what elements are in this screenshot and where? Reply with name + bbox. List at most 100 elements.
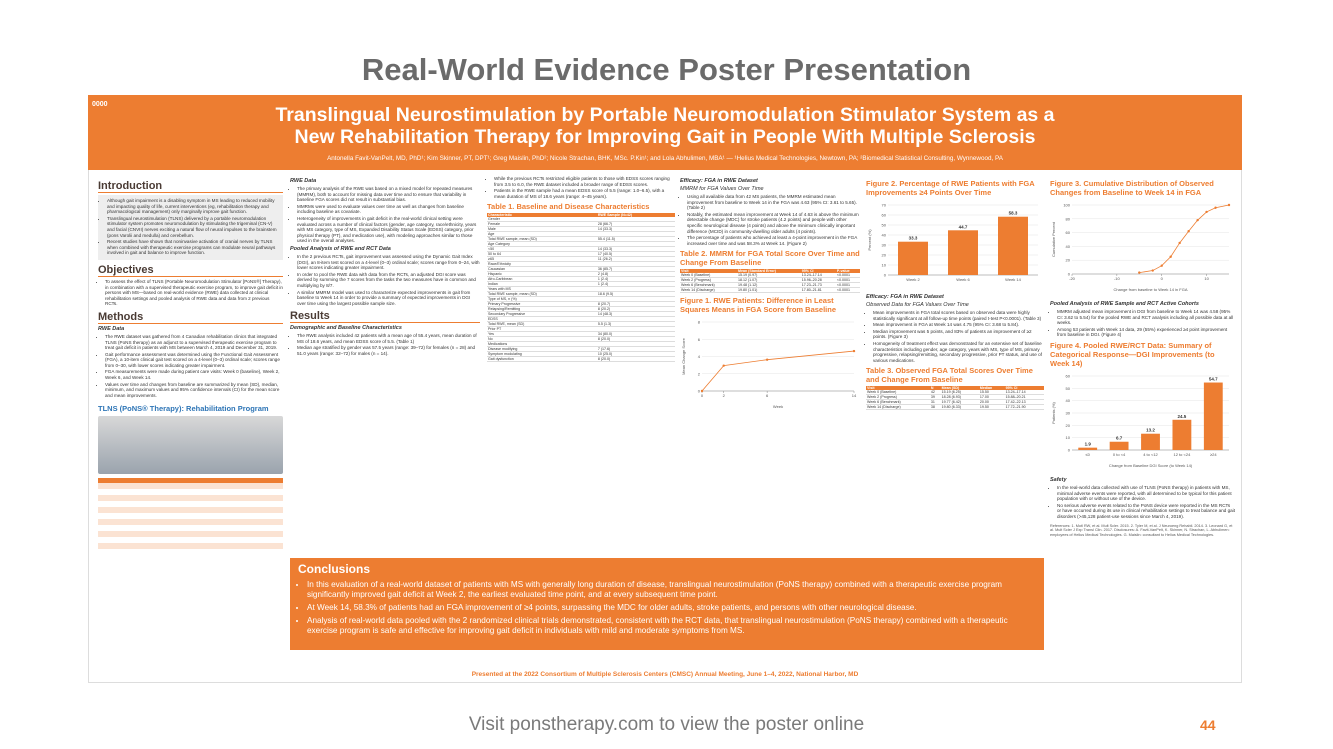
x-axis-label: Change from Baseline DGI Score (to Week … xyxy=(1109,463,1193,468)
y-tick-label: 6 xyxy=(698,337,701,342)
bullet: Analysis of real-world data pooled with … xyxy=(307,616,1036,636)
value-label: 13.2 xyxy=(1146,428,1155,433)
cell: 5.5 (1.3) xyxy=(596,321,675,328)
cell: Total RWE, mean (SD) xyxy=(487,321,597,328)
figure-title: Figure 2. Percentage of RWE Patients wit… xyxy=(866,179,1035,197)
bar xyxy=(1078,447,1098,450)
program-table xyxy=(98,478,283,554)
column: Figure 2. Percentage of RWE Patients wit… xyxy=(866,176,1044,411)
x-tick-label: -10 xyxy=(1114,276,1121,281)
bullet: Although gait impairment is a disabling … xyxy=(107,198,281,215)
bullet: MMRMs were used to evaluate values over … xyxy=(297,204,480,215)
cell: 39 xyxy=(929,394,941,401)
row: Disease modifying 7 (17.6) xyxy=(487,346,675,353)
bullet: The primary analysis of the RWE was base… xyxy=(297,186,480,203)
cell: EDSS xyxy=(487,316,597,323)
bullet: Median improvement was 5 points, and 83%… xyxy=(873,329,1044,340)
cell: Week 6 (Benchmark) xyxy=(866,399,930,406)
subheading: RWE Data xyxy=(290,178,317,184)
subheading: MMRM for FGA Values Over Time xyxy=(680,186,764,192)
cell: Race/Ethnicity xyxy=(487,261,597,268)
value-label: 33.3 xyxy=(909,236,918,241)
value-label: 1.9 xyxy=(1085,442,1092,447)
bullet: In this evaluation of a real-world datas… xyxy=(307,580,1036,600)
title-line: Translingual Neurostimulation by Portabl… xyxy=(275,104,1055,126)
cell: Week 6 (Benchmark) xyxy=(680,282,737,289)
y-axis-label: Mean Change Score xyxy=(681,338,686,375)
cell: 34 (80.0) xyxy=(596,331,675,338)
heading: Introduction xyxy=(98,180,283,193)
row: No 8 (20.0) xyxy=(487,336,675,343)
y-tick-label: 50 xyxy=(882,223,887,228)
bullet: In the 2 previous RCTs, gait improvement… xyxy=(297,254,480,271)
cell: <0.0001 xyxy=(835,287,860,294)
cell: Yes xyxy=(487,331,597,338)
row: ≥65 11 (26.2) xyxy=(487,256,675,263)
row: Week 2 (Progress) 39 18.28 (6.93) 17.00 15.8… xyxy=(866,394,1044,401)
cell: Week 2 (Progress) xyxy=(680,277,737,284)
bullet: Notably, the estimated mean improvement … xyxy=(687,212,860,234)
cell: 8 (20.0) xyxy=(596,356,675,363)
y-tick-label: 10 xyxy=(882,263,887,268)
cell: 19.50 xyxy=(978,404,1005,411)
bullet: No serious adverse events related to the… xyxy=(1057,503,1235,520)
bullet: MMRM adjusted mean improvement in DGI fr… xyxy=(1057,309,1235,326)
point xyxy=(1227,203,1231,207)
cell: 28 (66.7) xyxy=(596,221,675,228)
point xyxy=(1151,269,1154,272)
cell: 18.28 (6.93) xyxy=(940,394,979,401)
subheading: Observed Data for FGA Values Over Time xyxy=(866,302,969,308)
figure-title: Figure 4. Pooled RWE/RCT Data: Summary o… xyxy=(1050,340,1215,368)
bullet: The percentage of patients who achieved … xyxy=(687,235,860,246)
header-cell: Mean (SD) xyxy=(940,386,979,391)
row: Week 14 (Discharge) 19.80 (1.01) 17.80–21.… xyxy=(680,287,860,294)
bullet: Homogeneity of treatment effect was demo… xyxy=(873,341,1044,363)
cell: Gait dysfunction xyxy=(487,356,597,363)
point xyxy=(765,358,769,362)
bullet: Patients in the RWE sample had a mean ED… xyxy=(494,188,675,199)
cell: Symptom modulating xyxy=(487,351,597,358)
column: While the previous RCTs restricted eligi… xyxy=(487,176,675,363)
bullet: Recent studies have shown that noninvasi… xyxy=(107,239,281,256)
y-tick-label: 30 xyxy=(882,243,887,248)
bar xyxy=(1203,382,1223,450)
row: Week 0 (Baseline) 15.19 (0.97) 13.24–17.14… xyxy=(680,273,860,279)
cell: Total RWE sample, mean (SD) xyxy=(487,291,597,298)
y-tick-label: 8 xyxy=(698,320,701,325)
y-tick-label: 2 xyxy=(698,372,701,377)
row: 50 to 64 17 (40.5) xyxy=(487,251,675,258)
cell: 15.88–20.21 xyxy=(1004,394,1044,401)
value-label: 6.7 xyxy=(1116,436,1123,441)
cell: <0.0001 xyxy=(835,273,860,279)
bar xyxy=(1109,441,1129,450)
bullet: A similar MMRM model was used to charact… xyxy=(297,290,480,307)
header-cell: P-value xyxy=(835,269,860,274)
row: <50 14 (33.3) xyxy=(487,246,675,253)
row: Race/Ethnicity xyxy=(487,261,675,268)
x-tick-label: 14 xyxy=(852,393,857,398)
row: Symptom modulating 10 (25.0) xyxy=(487,351,675,358)
subheading: Safety xyxy=(1050,476,1067,483)
y-tick-label: 0 xyxy=(884,273,887,278)
heading: TLNS (PoNS® Therapy): Rehabilitation Pro… xyxy=(98,404,269,414)
point xyxy=(1214,206,1217,209)
row: Gender xyxy=(487,217,675,223)
value-label: 54.7 xyxy=(1209,377,1218,382)
line xyxy=(1139,204,1230,274)
cell: 19.80 (6.33) xyxy=(940,404,979,411)
cell: Week 14 (Discharge) xyxy=(866,404,930,411)
x-tick-label: ≥24 xyxy=(1210,452,1217,457)
table-title: Table 2. MMRM for FGA Total Score Over T… xyxy=(680,249,860,268)
cell: Male xyxy=(487,226,597,233)
x-axis-label: Change from baseline to Week 14 in FGA xyxy=(1114,287,1188,292)
bullet: FGA measurements were made during patien… xyxy=(105,369,283,380)
cell: Afro-Caribbean xyxy=(487,276,597,283)
point xyxy=(700,390,704,393)
cell: Caucasian xyxy=(487,266,597,273)
header-row: Visit Mean (Standard Error) 95% CI P-value xyxy=(680,269,860,274)
cell xyxy=(596,261,675,268)
bullet: Among 53 patients with Week 14 data, 29 … xyxy=(1057,327,1235,338)
cell: 10 (25.0) xyxy=(596,351,675,358)
y-tick-label: 0 xyxy=(1068,447,1071,452)
